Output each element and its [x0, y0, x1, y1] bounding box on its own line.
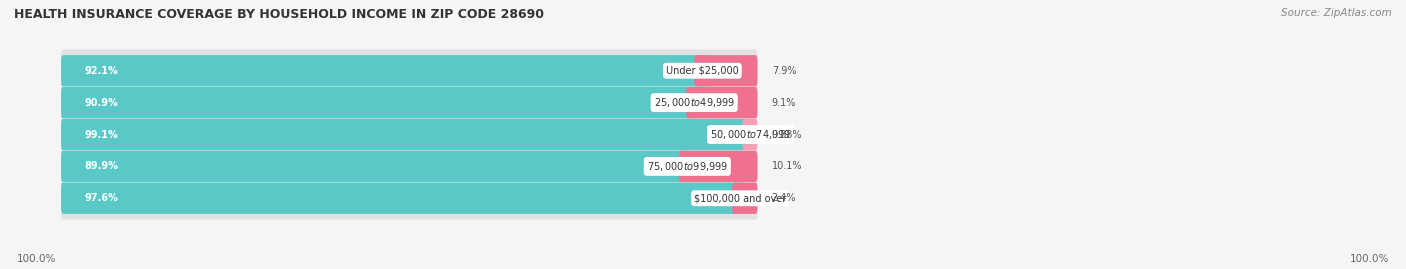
FancyBboxPatch shape [695, 55, 758, 86]
FancyBboxPatch shape [60, 49, 758, 92]
Text: 100.0%: 100.0% [17, 254, 56, 264]
Text: 9.1%: 9.1% [772, 98, 796, 108]
FancyBboxPatch shape [60, 151, 692, 182]
FancyBboxPatch shape [60, 87, 699, 118]
Text: $50,000 to $74,999: $50,000 to $74,999 [710, 128, 792, 141]
Text: $75,000 to $99,999: $75,000 to $99,999 [647, 160, 728, 173]
FancyBboxPatch shape [60, 145, 758, 188]
Text: $25,000 to $49,999: $25,000 to $49,999 [654, 96, 735, 109]
FancyBboxPatch shape [60, 81, 758, 124]
Text: Source: ZipAtlas.com: Source: ZipAtlas.com [1281, 8, 1392, 18]
Text: 100.0%: 100.0% [1350, 254, 1389, 264]
FancyBboxPatch shape [686, 87, 758, 118]
FancyBboxPatch shape [733, 183, 758, 214]
FancyBboxPatch shape [60, 119, 755, 150]
FancyBboxPatch shape [679, 151, 758, 182]
FancyBboxPatch shape [60, 183, 745, 214]
FancyBboxPatch shape [742, 119, 758, 150]
Text: 90.9%: 90.9% [84, 98, 118, 108]
FancyBboxPatch shape [60, 177, 758, 220]
Text: 97.6%: 97.6% [84, 193, 118, 203]
Text: 0.88%: 0.88% [772, 129, 801, 140]
Text: HEALTH INSURANCE COVERAGE BY HOUSEHOLD INCOME IN ZIP CODE 28690: HEALTH INSURANCE COVERAGE BY HOUSEHOLD I… [14, 8, 544, 21]
Text: 89.9%: 89.9% [84, 161, 118, 171]
Text: 92.1%: 92.1% [84, 66, 118, 76]
Text: 2.4%: 2.4% [772, 193, 796, 203]
Text: 99.1%: 99.1% [84, 129, 118, 140]
Text: 10.1%: 10.1% [772, 161, 803, 171]
Text: $100,000 and over: $100,000 and over [695, 193, 786, 203]
Text: 7.9%: 7.9% [772, 66, 796, 76]
FancyBboxPatch shape [60, 55, 707, 86]
Text: Under $25,000: Under $25,000 [666, 66, 738, 76]
FancyBboxPatch shape [60, 113, 758, 156]
